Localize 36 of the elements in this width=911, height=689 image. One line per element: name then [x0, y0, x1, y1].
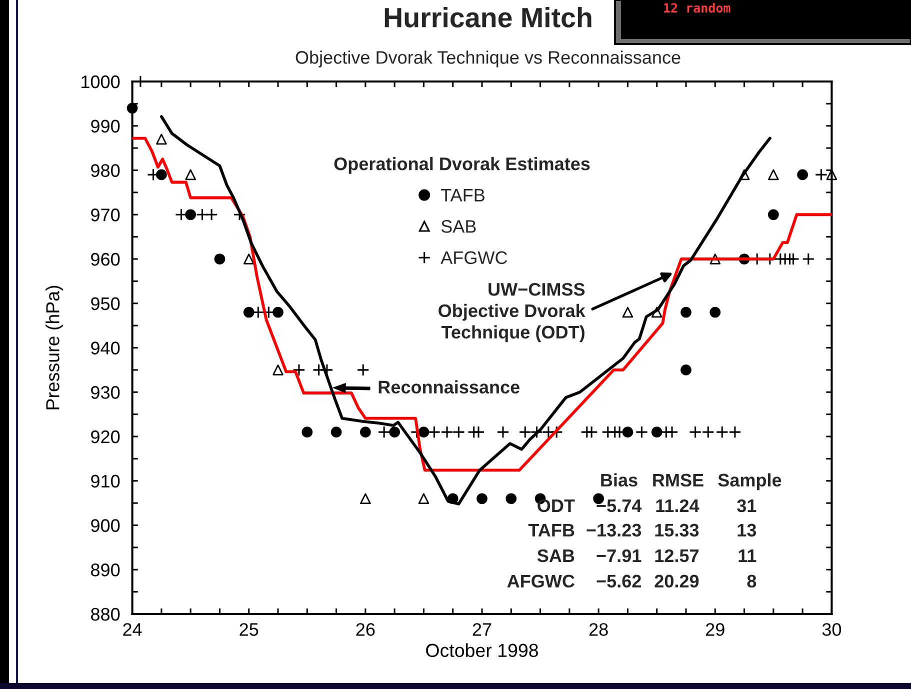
y-tick-label: 1000	[82, 75, 120, 88]
legend-label: SAB	[441, 220, 476, 233]
text: ODT −5.74 11.24 31	[538, 499, 756, 512]
x-tick-label: 29	[706, 623, 724, 636]
text: TAFB −13.23 15.33 13	[528, 524, 756, 537]
legend-label: TAFB	[440, 188, 484, 202]
text: AFGWC −5.62 20.29 8	[507, 574, 756, 588]
y-tick-label: 980	[91, 164, 120, 177]
y-axis-title: Pressure (hPa)	[46, 286, 64, 410]
y-tick-label: 900	[91, 519, 120, 532]
x-tick-label: 28	[589, 623, 608, 636]
x-tick-label: 26	[356, 623, 375, 636]
x-axis-title: October 1998	[426, 643, 538, 658]
x-tick-label: 25	[240, 623, 258, 636]
y-tick-label: 960	[91, 252, 120, 266]
text: SAB −7.91 12.57 11	[537, 549, 756, 562]
y-tick-label: 970	[91, 208, 120, 222]
x-tick-label: 27	[472, 623, 492, 636]
legend-label: AFGWC	[440, 251, 508, 264]
chart-subtitle: Objective Dvorak Technique vs Reconnaissance	[296, 50, 680, 68]
y-tick-label: 930	[91, 386, 120, 399]
x-tick-label: 30	[822, 623, 842, 636]
y-tick-label: 890	[91, 564, 120, 576]
y-tick-label: 990	[91, 120, 120, 133]
annotation: Bias RMSE Sample	[601, 473, 782, 490]
text: 12 random	[664, 2, 730, 13]
legend-title: Operational Dvorak Estimates	[334, 157, 590, 174]
y-tick-label: 920	[91, 430, 120, 444]
chart-title: Hurricane Mitch	[384, 7, 592, 28]
y-tick-label: 880	[91, 608, 120, 621]
y-tick-label: 910	[91, 474, 120, 488]
x-tick-label: 24	[123, 623, 142, 636]
annotation: Reconnaissance	[378, 380, 520, 394]
annotation: UW−CIMSS Objective Dvorak Technique (ODT)	[438, 282, 586, 342]
y-tick-label: 950	[91, 297, 120, 310]
y-tick-label: 940	[91, 342, 120, 354]
